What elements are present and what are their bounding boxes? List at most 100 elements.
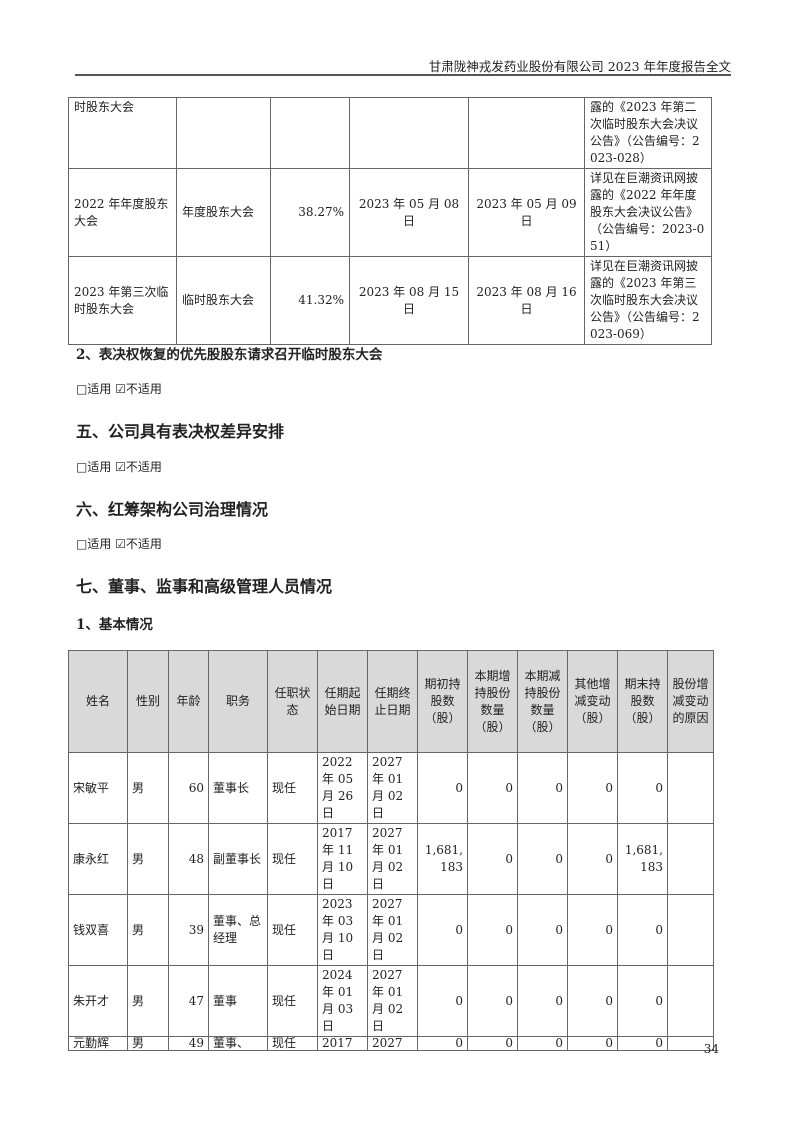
table-cell: 副董事长: [208, 823, 268, 895]
table-cell: 48: [168, 823, 209, 895]
not-applicable-checkbox: ☑不适用: [115, 382, 162, 396]
shareholder-meeting-table: 时股东大会 露的《2023 年第二次临时股东大会决议公告》（公告编号：2023-0…: [68, 97, 712, 345]
column-header: 股份增减变动的原因: [667, 650, 714, 753]
cell-ratio: [270, 97, 350, 169]
header-divider: [75, 74, 731, 76]
table-cell: [667, 752, 714, 824]
table-cell: 0: [467, 823, 518, 895]
table-cell: 2027 年 01 月 02 日: [367, 965, 418, 1037]
section-7-1-title: 1、基本情况: [76, 617, 153, 633]
cell-ratio: 41.32%: [270, 256, 350, 345]
option-row: □适用 ☑不适用: [76, 380, 162, 397]
table-cell: 现任: [267, 965, 318, 1037]
table-cell: 0: [567, 1036, 618, 1051]
cell-ratio: 38.27%: [270, 168, 350, 257]
applicable-checkbox: □适用: [76, 537, 112, 551]
cell-date: [349, 97, 469, 169]
column-header: 其他增减变动（股）: [567, 650, 618, 753]
table-cell: 2027 年 01 月 02 日: [367, 894, 418, 966]
column-header: 职务: [208, 650, 268, 753]
column-header: 本期增持股份数量（股）: [467, 650, 518, 753]
table-cell: 董事: [208, 965, 268, 1037]
table-cell: 董事、总经理: [208, 894, 268, 966]
table-cell: 0: [517, 752, 568, 824]
table-cell: 60: [168, 752, 209, 824]
cell-name: 2022 年年度股东大会: [68, 168, 177, 257]
table-cell: 1,681,183: [617, 823, 668, 895]
table-row: 时股东大会 露的《2023 年第二次临时股东大会决议公告》（公告编号：2023-0…: [68, 97, 712, 169]
table-cell: 0: [417, 965, 468, 1037]
directors-table: 姓名 性别 年龄 职务 任职状态 任期起始日期 任期终止日期 期初持股数（股） 本期增持股份数量…: [68, 650, 714, 1051]
table-cell: 49: [168, 1036, 209, 1051]
option-row: □适用 ☑不适用: [76, 535, 162, 552]
table-cell: 39: [168, 894, 209, 966]
cell-disclose-date: [468, 97, 585, 169]
table-cell: 宋敏平: [68, 752, 128, 824]
table-cell: 2022 年 05 月 26 日: [317, 752, 368, 824]
table-row: 康永红男 48 副董事长 现任 2017 年 11 月 10 日 2027 年 01 月 …: [68, 823, 714, 895]
column-header: 年龄: [168, 650, 209, 753]
column-header: 期初持股数（股）: [417, 650, 468, 753]
column-header: 期末持股数（股）: [617, 650, 668, 753]
table-row: 2023 年第三次临时股东大会 临时股东大会 41.32% 2023 年 08 月 1…: [68, 256, 712, 345]
table-cell: 0: [417, 1036, 468, 1051]
cell-name: 时股东大会: [68, 97, 177, 169]
table-cell: [667, 1036, 714, 1051]
section-5-title: 五、公司具有表决权差异安排: [76, 422, 285, 441]
column-header: 性别: [127, 650, 169, 753]
table-cell: 2027 年 01 月 02 日: [367, 752, 418, 824]
table-cell: 2027 年 01 月 02 日: [367, 823, 418, 895]
table-cell: 元勤辉: [68, 1036, 128, 1051]
table-row: 宋敏平男 60 董事长 现任 2022 年 05 月 26 日 2027 年 01 月 0…: [68, 752, 714, 824]
cell-index: 详见在巨潮资讯网披露的《2022 年年度股东大会决议公告》（公告编号：2023-…: [584, 168, 712, 257]
table-cell: 男: [127, 1036, 169, 1051]
table-row: 朱开才男 47 董事 现任 2024 年 01 月 03 日 2027 年 01 月 02…: [68, 965, 714, 1037]
table-row: 2022 年年度股东大会 年度股东大会 38.27% 2023 年 05 月 08 日…: [68, 168, 712, 257]
column-header: 任职状态: [267, 650, 318, 753]
table-cell: 2027: [367, 1036, 418, 1051]
table-cell: [667, 965, 714, 1037]
section-7-title: 七、董事、监事和高级管理人员情况: [76, 577, 333, 596]
table-cell: 现任: [267, 752, 318, 824]
table-cell: 董事、: [208, 1036, 268, 1051]
applicable-checkbox: □适用: [76, 460, 112, 474]
table-cell: 0: [517, 894, 568, 966]
table-cell: 0: [617, 752, 668, 824]
table-cell: 0: [467, 752, 518, 824]
table-cell: 0: [567, 894, 618, 966]
section-2-title: 2、表决权恢复的优先股股东请求召开临时股东大会: [76, 347, 383, 363]
page-number: 34: [703, 1042, 719, 1056]
not-applicable-checkbox: ☑不适用: [115, 537, 162, 551]
cell-index: 露的《2023 年第二次临时股东大会决议公告》（公告编号：2023-028）: [584, 97, 712, 169]
table-cell: 2024 年 01 月 03 日: [317, 965, 368, 1037]
cell-disclose-date: 2023 年 05 月 09 日: [468, 168, 585, 257]
table-cell: 0: [617, 1036, 668, 1051]
cell-type: 临时股东大会: [176, 256, 271, 345]
column-header: 本期减持股份数量（股）: [517, 650, 568, 753]
table-cell: 董事长: [208, 752, 268, 824]
table-cell: 1,681,183: [417, 823, 468, 895]
cell-disclose-date: 2023 年 08 月 16 日: [468, 256, 585, 345]
table-cell: 男: [127, 965, 169, 1037]
option-row: □适用 ☑不适用: [76, 458, 162, 475]
table-cell: 钱双喜: [68, 894, 128, 966]
table-cell: [667, 823, 714, 895]
not-applicable-checkbox: ☑不适用: [115, 460, 162, 474]
table-cell: 现任: [267, 823, 318, 895]
cell-date: 2023 年 05 月 08 日: [349, 168, 469, 257]
column-header: 任期起始日期: [317, 650, 368, 753]
table-cell: 0: [467, 894, 518, 966]
cell-index: 详见在巨潮资讯网披露的《2023 年第三次临时股东大会决议公告》（公告编号：20…: [584, 256, 712, 345]
table-cell: 0: [517, 1036, 568, 1051]
table-cell: 0: [617, 894, 668, 966]
table-cell: 0: [417, 894, 468, 966]
table-row: 元勤辉男 49 董事、 现任 2017 2027 0 0 0 0 0: [68, 1036, 714, 1051]
table-cell: [667, 894, 714, 966]
cell-type: [176, 97, 271, 169]
table-cell: 男: [127, 823, 169, 895]
table-cell: 0: [567, 752, 618, 824]
column-header: 姓名: [68, 650, 128, 753]
table-cell: 0: [567, 823, 618, 895]
table-row: 钱双喜男 39 董事、总经理 现任 2023 年 03 月 10 日 2027 年 01 …: [68, 894, 714, 966]
table-cell: 0: [467, 1036, 518, 1051]
